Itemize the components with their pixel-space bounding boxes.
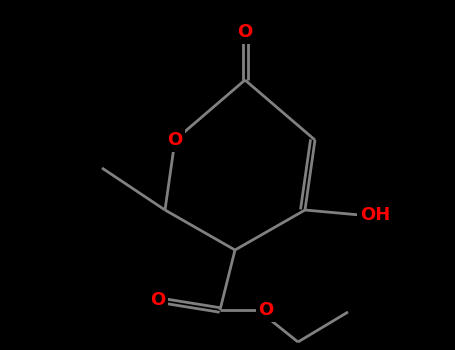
Text: O: O: [258, 301, 273, 319]
Text: O: O: [167, 131, 182, 149]
Text: O: O: [238, 23, 253, 41]
Text: OH: OH: [360, 206, 390, 224]
Text: O: O: [150, 291, 166, 309]
